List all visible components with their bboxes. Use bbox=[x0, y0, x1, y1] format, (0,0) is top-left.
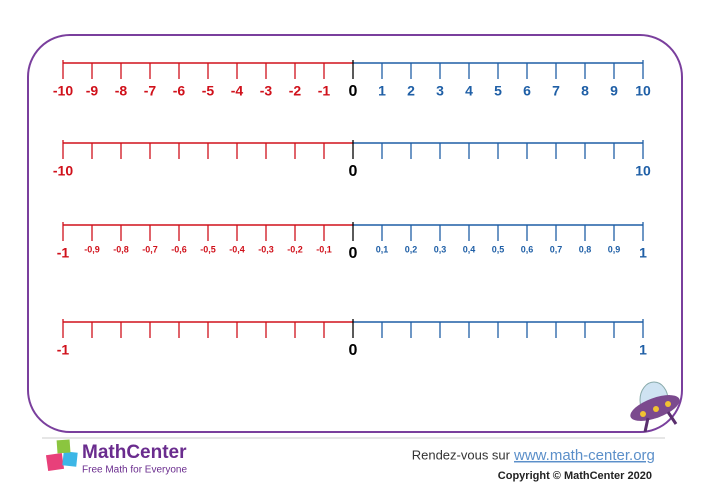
tick-label: 3 bbox=[436, 83, 444, 99]
tick-label: -0,1 bbox=[316, 244, 332, 254]
tick-label: 5 bbox=[494, 83, 502, 99]
tick-label: 7 bbox=[552, 83, 560, 99]
ufo bbox=[630, 381, 680, 433]
tick-label: -0,2 bbox=[287, 244, 303, 254]
tick-label: -2 bbox=[289, 83, 302, 99]
tick-label: -10 bbox=[53, 163, 73, 179]
tick-label: -0,9 bbox=[84, 244, 100, 254]
tick-label: -6 bbox=[173, 83, 186, 99]
tick-label: 1 bbox=[639, 342, 647, 358]
tick-label: -0,8 bbox=[113, 244, 129, 254]
tick-label: -0,3 bbox=[258, 244, 274, 254]
url[interactable]: www.math-center.org bbox=[513, 447, 655, 464]
tick-label: -9 bbox=[86, 83, 99, 99]
tick-label: 1 bbox=[378, 83, 386, 99]
tick-label: -8 bbox=[115, 83, 128, 99]
tick-label: 0 bbox=[349, 245, 358, 262]
tick-label: 0,3 bbox=[434, 244, 447, 254]
tick-label: -7 bbox=[144, 83, 157, 99]
tick-label: 0,9 bbox=[608, 244, 621, 254]
tick-label: 0,6 bbox=[521, 244, 534, 254]
tick-label: -0,5 bbox=[200, 244, 216, 254]
logo bbox=[45, 439, 78, 472]
tick-label: 2 bbox=[407, 83, 415, 99]
tick-label: -0,7 bbox=[142, 244, 158, 254]
tick-label: 8 bbox=[581, 83, 589, 99]
tick-label: 0 bbox=[349, 342, 358, 359]
tick-label: -1 bbox=[318, 83, 331, 99]
frame bbox=[27, 34, 683, 433]
tick-label: 0,1 bbox=[376, 244, 389, 254]
tick-label: 0,4 bbox=[463, 244, 476, 254]
tick-label: -10 bbox=[53, 83, 73, 99]
tick-label: 0 bbox=[349, 83, 358, 100]
tick-label: 9 bbox=[610, 83, 618, 99]
tick-label: -1 bbox=[57, 245, 70, 261]
tagline: Free Math for Everyone bbox=[82, 465, 187, 476]
tick-label: -1 bbox=[57, 342, 70, 358]
tick-label: 0 bbox=[349, 163, 358, 180]
visit-text: Rendez-vous sur bbox=[412, 447, 511, 462]
brand: MathCenter bbox=[82, 442, 187, 463]
tick-label: 4 bbox=[465, 83, 473, 99]
tick-label: -3 bbox=[260, 83, 273, 99]
tick-label: 0,7 bbox=[550, 244, 563, 254]
tick-label: 10 bbox=[635, 83, 651, 99]
tick-label: 10 bbox=[635, 163, 651, 179]
tick-label: -4 bbox=[231, 83, 244, 99]
tick-label: -0,4 bbox=[229, 244, 245, 254]
tick-label: 0,2 bbox=[405, 244, 418, 254]
tick-label: 1 bbox=[639, 245, 647, 261]
tick-label: 6 bbox=[523, 83, 531, 99]
tick-label: 0,5 bbox=[492, 244, 505, 254]
tick-label: -0,6 bbox=[171, 244, 187, 254]
tick-label: 0,8 bbox=[579, 244, 592, 254]
tick-label: -5 bbox=[202, 83, 215, 99]
copyright: Copyright © MathCenter 2020 bbox=[498, 470, 652, 482]
